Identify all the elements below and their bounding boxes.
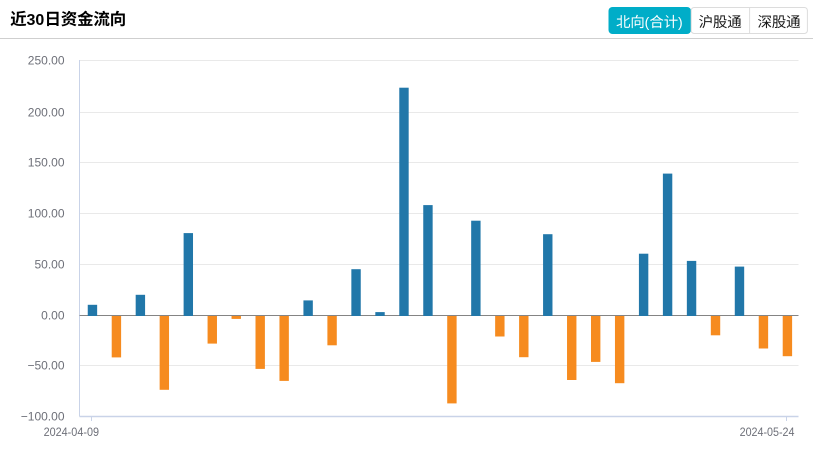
svg-text:200.00: 200.00 xyxy=(28,106,65,120)
svg-text:50.00: 50.00 xyxy=(34,258,64,272)
svg-text:): ) xyxy=(678,14,683,30)
svg-text:150.00: 150.00 xyxy=(28,156,65,170)
svg-text:−50.00: −50.00 xyxy=(27,359,64,373)
svg-text:250.00: 250.00 xyxy=(28,54,65,68)
svg-text:30: 30 xyxy=(27,12,45,29)
svg-text:−100.00: −100.00 xyxy=(21,410,65,424)
svg-text:2024-05-24: 2024-05-24 xyxy=(740,425,795,439)
svg-text:0.00: 0.00 xyxy=(41,308,65,322)
svg-text:100.00: 100.00 xyxy=(28,207,65,221)
svg-text:(: ( xyxy=(645,14,650,30)
svg-text:2024-04-09: 2024-04-09 xyxy=(44,425,100,439)
